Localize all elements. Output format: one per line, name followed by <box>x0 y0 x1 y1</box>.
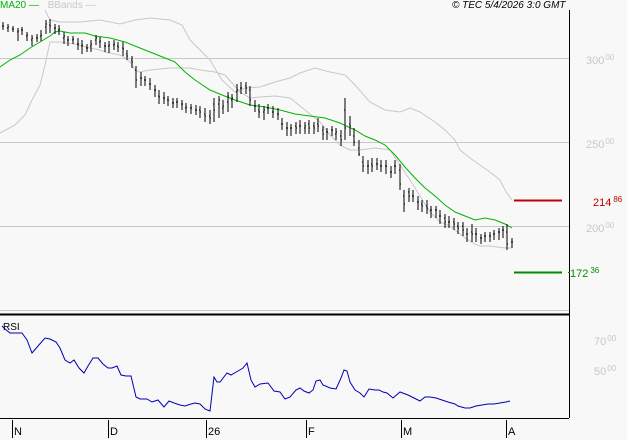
rsi-label-50: 5000 <box>594 364 616 378</box>
x-label-apr: A <box>508 426 516 438</box>
price-label-dec: 00 <box>605 221 615 230</box>
price-label-int: 300 <box>586 55 605 67</box>
support-dec: 36 <box>590 266 600 275</box>
legend-bbands-label: BBands <box>47 0 83 11</box>
x-label-2026: 26 <box>208 426 221 438</box>
panel-frame <box>0 10 570 419</box>
price-label-int: 250 <box>586 139 605 151</box>
x-label-feb: F <box>308 426 315 438</box>
resistance-int: 214 <box>593 197 612 209</box>
bollinger-bands <box>0 9 513 249</box>
x-label-dec: D <box>110 426 118 438</box>
x-label-mar: M <box>403 426 413 438</box>
legend-bbands: BBands — <box>47 0 96 11</box>
bband-upper <box>44 9 513 201</box>
rsi-label-int: 50 <box>594 366 607 378</box>
copyright-timestamp: © TEC 5/4/2026 3:0 GMT <box>452 0 566 11</box>
support-label: 172 36 <box>570 266 599 280</box>
price-label-dec: 00 <box>605 137 615 146</box>
ohlc-bars <box>2 19 513 250</box>
rsi-panel-label: RSI <box>3 322 20 333</box>
rsi-label-70: 7000 <box>594 334 616 348</box>
price-label-300: 30000 <box>586 53 614 67</box>
rsi-label-int: 70 <box>594 336 607 348</box>
x-axis-ticks <box>12 420 507 438</box>
price-label-200: 20000 <box>586 221 614 235</box>
chart-legend: MA20 — BBands — <box>0 0 96 12</box>
price-label-dec: 00 <box>605 53 615 62</box>
resistance-label: 214 86 <box>593 195 622 209</box>
legend-ma20: MA20 — <box>0 0 39 11</box>
price-gridlines <box>0 58 569 311</box>
resistance-dec: 86 <box>613 195 623 204</box>
ma20-line <box>0 30 513 229</box>
price-label-int: 200 <box>586 223 605 235</box>
legend-ma20-label: MA20 <box>0 0 27 11</box>
support-int: 172 <box>570 268 589 280</box>
rsi-label-dec: 00 <box>607 364 617 373</box>
price-label-250: 25000 <box>586 137 614 151</box>
x-label-nov: N <box>14 426 22 438</box>
rsi-label-dec: 00 <box>607 334 617 343</box>
rsi-line <box>1 325 511 412</box>
bband-lower <box>0 41 512 249</box>
